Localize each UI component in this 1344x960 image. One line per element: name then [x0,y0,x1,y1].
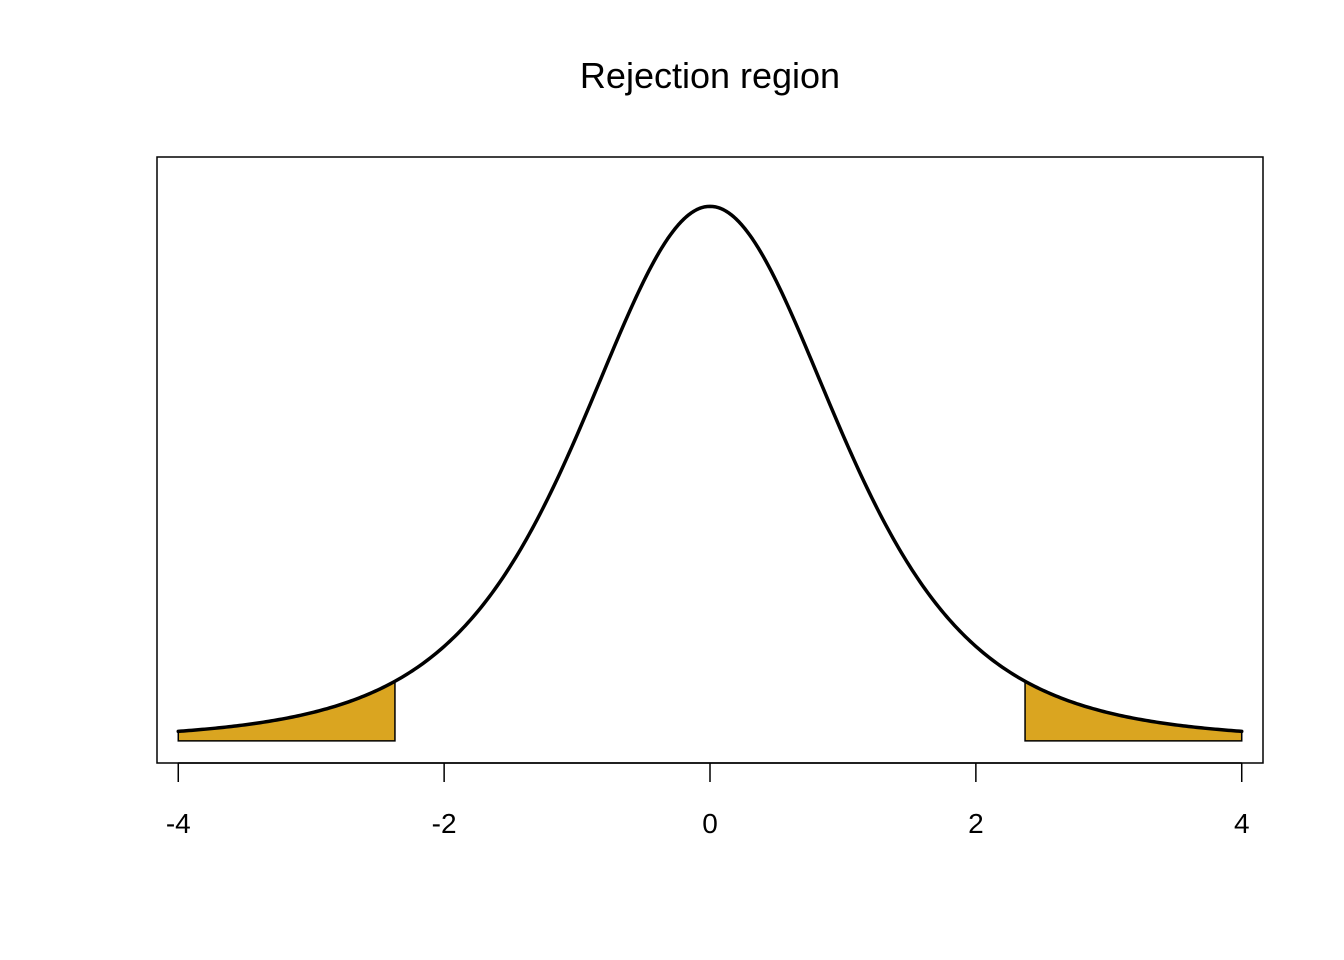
x-tick-label: -2 [432,808,457,839]
x-tick-label: 2 [968,808,984,839]
x-tick-label: -4 [166,808,191,839]
x-ticks: -4 -2 0 2 4 [166,763,1250,839]
plot-box [156,156,1264,764]
x-axis: -4 -2 0 2 4 [166,762,1250,839]
x-tick-label: 0 [702,808,718,839]
density-curve [176,204,1244,734]
chart-title: Rejection region [580,55,840,96]
x-tick-label: 4 [1234,808,1250,839]
rejection-region-right [1024,679,1243,742]
rejection-region-left [177,679,396,742]
